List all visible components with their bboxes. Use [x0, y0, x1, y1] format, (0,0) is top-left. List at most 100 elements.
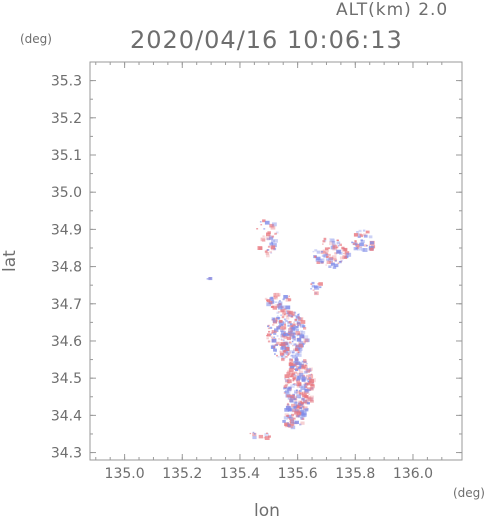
echo-cell [314, 255, 316, 258]
echo-cell [279, 319, 283, 323]
echo-cell [330, 239, 335, 243]
echo-cell [271, 345, 276, 349]
echo-cell [285, 390, 289, 394]
echo-cell [289, 358, 293, 362]
echo-cell [337, 262, 340, 264]
echo-cell [283, 387, 286, 390]
echo-cell [270, 305, 274, 308]
echo-cell [274, 344, 277, 346]
echo-cell [280, 309, 285, 313]
echo-cell [351, 241, 354, 244]
echo-cell [286, 388, 291, 392]
echo-cell [291, 403, 296, 408]
echo-cell [284, 333, 287, 335]
echo-cell [269, 297, 274, 301]
echo-cell [266, 302, 272, 307]
echo-cell [312, 250, 315, 253]
echo-cell [285, 305, 291, 310]
echo-cell [303, 370, 308, 374]
echo-cell [332, 244, 338, 249]
echo-cell [280, 309, 284, 313]
echo-cell [287, 334, 291, 337]
echo-cell [291, 325, 294, 327]
echo-cell [343, 247, 348, 252]
echo-cell [249, 432, 252, 435]
echo-cell [274, 330, 278, 333]
echo-cell [293, 349, 295, 352]
echo-cell [271, 243, 277, 248]
echo-cell [292, 354, 298, 359]
echo-cell [355, 243, 360, 248]
echo-cell [267, 249, 270, 251]
echo-cell [356, 231, 359, 233]
echo-cell [285, 405, 291, 410]
echo-cell [300, 417, 304, 420]
echo-cell [281, 345, 286, 350]
echo-cell [282, 340, 288, 345]
echo-cell [294, 390, 298, 394]
echo-cell [286, 394, 291, 398]
echo-cell [283, 391, 286, 393]
echo-cell [264, 433, 269, 437]
echo-cell [295, 356, 298, 358]
echo-cell [281, 357, 285, 361]
echo-cell [302, 375, 305, 379]
echo-cell [277, 294, 281, 297]
x-tick-label-0: 135.0 [105, 466, 145, 482]
echo-cell [294, 383, 297, 386]
echo-cell [307, 402, 310, 405]
echo-cell [346, 252, 352, 257]
echo-cell [300, 320, 306, 324]
x-tick-label-4: 135.8 [335, 466, 375, 482]
echo-cell [286, 402, 290, 405]
echo-cell [271, 330, 276, 334]
echo-cell [280, 329, 284, 332]
echo-cell [289, 422, 295, 426]
echo-cell [320, 261, 324, 264]
echo-cell [273, 247, 277, 251]
echo-cell [288, 362, 293, 366]
echo-cell [311, 285, 315, 288]
echo-cell [297, 353, 302, 357]
echo-cell [283, 339, 285, 341]
echo-cell [282, 420, 286, 423]
echo-cell [286, 414, 289, 417]
echo-cell [363, 234, 368, 238]
echo-cell [306, 382, 310, 386]
echo-cell [262, 239, 266, 242]
x-tick-label-5: 136.0 [393, 466, 433, 482]
echo-cell [293, 368, 296, 370]
echo-cell [312, 289, 315, 291]
echo-cell [363, 233, 367, 236]
echo-cell [287, 324, 290, 327]
echo-cell [286, 371, 291, 376]
echo-cell [276, 341, 280, 345]
y-unit-label: (deg) [20, 32, 52, 46]
echo-cell [299, 392, 302, 394]
echo-cell [277, 315, 279, 317]
echo-cell [321, 250, 324, 253]
echo-cell [301, 411, 307, 416]
echo-cell [339, 256, 344, 260]
echo-cell [288, 382, 290, 384]
echo-cell [270, 336, 273, 338]
echo-cell [285, 297, 291, 302]
echo-cell [266, 337, 269, 340]
echo-cell [271, 224, 275, 227]
echo-cell [289, 399, 294, 403]
echo-cell [294, 411, 299, 415]
echo-cell [296, 411, 302, 416]
echo-cell [291, 325, 297, 329]
echo-cell [307, 397, 313, 402]
echo-cell [272, 306, 277, 310]
echo-cell [307, 378, 310, 380]
echo-cell [289, 332, 295, 337]
echo-cell [303, 341, 306, 344]
echo-cell [297, 372, 301, 376]
echo-cell [284, 347, 290, 351]
echo-cell [298, 366, 302, 369]
echo-cell [310, 383, 315, 387]
echo-cell [273, 296, 278, 300]
echo-cell [266, 254, 270, 258]
echo-cell [322, 243, 324, 245]
